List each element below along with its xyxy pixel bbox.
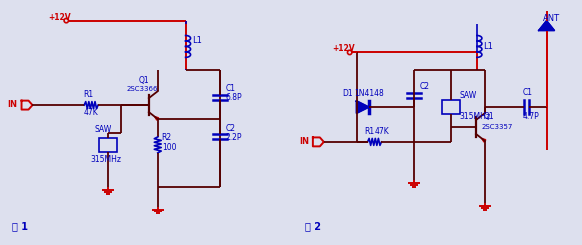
Text: 图 2: 图 2 xyxy=(305,221,321,231)
Text: 图 1: 图 1 xyxy=(12,221,27,231)
Text: 2.2P: 2.2P xyxy=(225,133,242,142)
Bar xyxy=(99,138,117,152)
Polygon shape xyxy=(482,138,486,142)
Text: 2SC3366: 2SC3366 xyxy=(127,86,158,92)
Text: R1: R1 xyxy=(364,127,375,136)
Text: 47K: 47K xyxy=(83,108,98,117)
Text: Q1: Q1 xyxy=(484,112,495,121)
Text: C2: C2 xyxy=(419,82,430,91)
Text: L1: L1 xyxy=(193,37,203,46)
Text: IN: IN xyxy=(8,100,17,109)
Text: D1: D1 xyxy=(343,89,353,98)
Text: SAW: SAW xyxy=(94,125,111,134)
Text: R1: R1 xyxy=(83,90,93,99)
Text: +12V: +12V xyxy=(332,44,354,53)
Text: IN: IN xyxy=(299,137,309,146)
Text: C2: C2 xyxy=(225,124,235,133)
Polygon shape xyxy=(538,21,555,31)
Text: SAW: SAW xyxy=(459,91,476,100)
Text: 315MHz: 315MHz xyxy=(90,155,121,164)
Text: R2: R2 xyxy=(162,133,172,142)
Text: C1: C1 xyxy=(523,88,533,97)
Bar xyxy=(442,100,460,114)
Text: 2SC3357: 2SC3357 xyxy=(482,124,513,130)
Text: 6.8P: 6.8P xyxy=(225,93,242,102)
Text: L1: L1 xyxy=(483,42,493,51)
Text: +12V: +12V xyxy=(48,12,71,22)
Text: C1: C1 xyxy=(225,84,235,93)
Text: 4.7P: 4.7P xyxy=(523,112,540,121)
Text: 1N4148: 1N4148 xyxy=(354,89,384,98)
Text: ANT: ANT xyxy=(542,13,560,23)
Polygon shape xyxy=(357,101,368,113)
Text: 315MHz: 315MHz xyxy=(459,112,490,121)
Text: Q1: Q1 xyxy=(139,76,150,85)
Text: 47K: 47K xyxy=(375,127,389,136)
Text: 100: 100 xyxy=(162,143,176,152)
Polygon shape xyxy=(155,117,159,120)
